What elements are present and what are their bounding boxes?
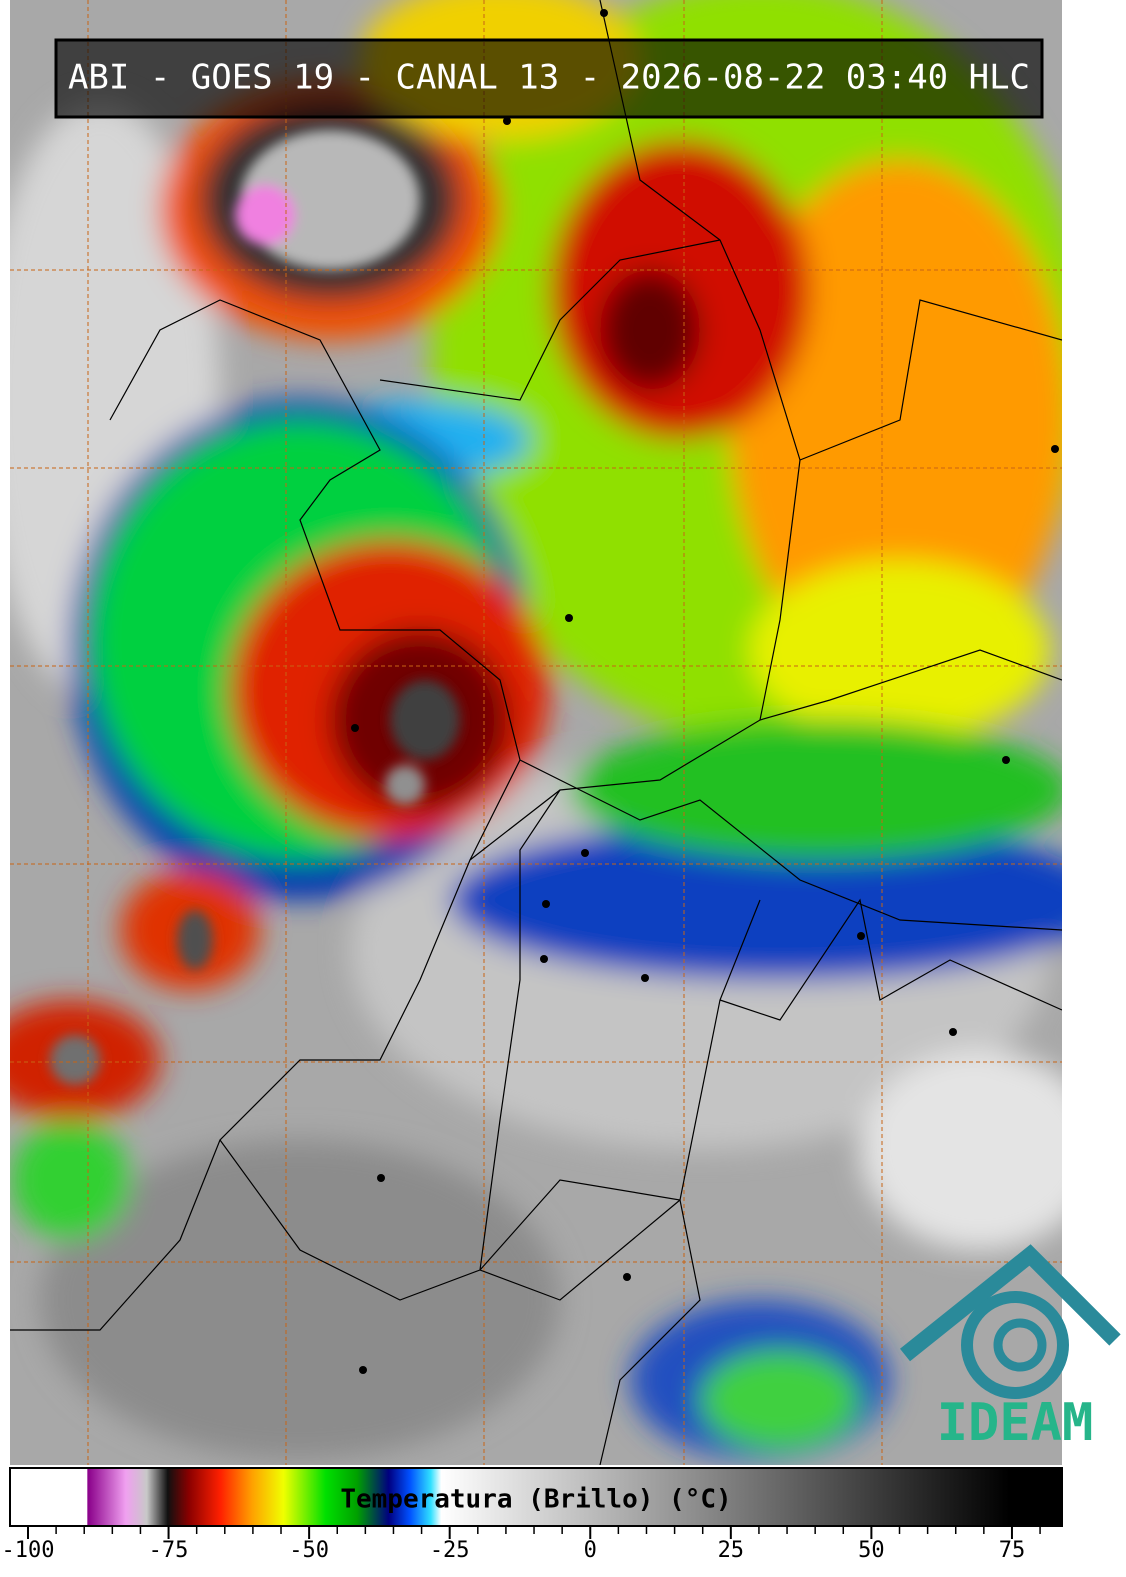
tick-label: 25	[718, 1538, 745, 1563]
tick-label: -100	[2, 1538, 55, 1563]
logo-text: IDEAM	[937, 1393, 1094, 1453]
tick-label: 50	[858, 1538, 885, 1563]
colorbar-label: Temperatura (Brillo) (°C)	[340, 1485, 731, 1515]
imagery	[10, 0, 1062, 1465]
tick-label: -25	[430, 1538, 470, 1563]
title-box	[54, 38, 1044, 119]
tick-label: 75	[999, 1538, 1026, 1563]
tick-label: -75	[149, 1538, 189, 1563]
tick-label: -50	[289, 1538, 329, 1563]
logo: IDEAM	[900, 1244, 1121, 1453]
title: ABI - GOES 19 - CANAL 13 - 2026-08-22 03…	[68, 58, 1030, 98]
tick-label: 0	[584, 1538, 597, 1563]
colorbar	[9, 1467, 1063, 1527]
